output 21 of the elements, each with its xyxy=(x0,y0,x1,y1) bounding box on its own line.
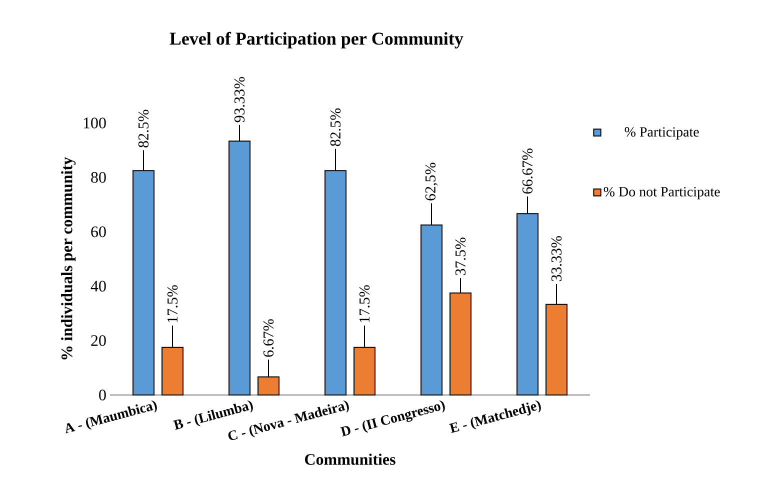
legend-label: % Do not Participate xyxy=(604,186,720,200)
data-label: 62,5% xyxy=(425,162,438,200)
y-tick-label: 0 xyxy=(99,390,106,400)
data-label: 82.5% xyxy=(330,108,341,146)
data-label: 17.5% xyxy=(167,285,178,322)
data-label: 6.67% xyxy=(263,319,274,357)
y-tick-label: 80 xyxy=(91,172,106,183)
data-label: 17.5% xyxy=(359,285,370,322)
data-label: 93.33% xyxy=(234,76,245,122)
y-tick-label: 60 xyxy=(91,226,106,238)
y-tick-label: 20 xyxy=(91,335,106,346)
chart-title: Level of Participation per Community xyxy=(170,32,464,48)
data-label: 82.5% xyxy=(138,110,149,148)
data-label: 33.33% xyxy=(551,236,562,282)
legend-label: % Participate xyxy=(624,127,699,140)
data-label: 37.5% xyxy=(455,238,466,276)
y-tick-label: 40 xyxy=(90,280,106,292)
x-axis-title: Communities xyxy=(305,454,396,465)
y-axis-title: % individuals per community xyxy=(61,157,76,360)
y-tick-label: 100 xyxy=(84,118,106,128)
data-label: 66.67% xyxy=(522,148,533,194)
